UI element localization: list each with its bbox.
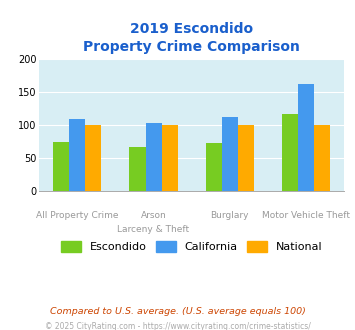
Bar bbox=[69, 119, 85, 191]
Text: All Property Crime: All Property Crime bbox=[36, 211, 119, 220]
Text: Compared to U.S. average. (U.S. average equals 100): Compared to U.S. average. (U.S. average … bbox=[50, 307, 305, 316]
Bar bbox=[85, 125, 101, 191]
Text: Motor Vehicle Theft: Motor Vehicle Theft bbox=[262, 211, 350, 220]
Bar bbox=[146, 123, 162, 191]
Bar bbox=[222, 117, 238, 191]
Bar bbox=[238, 125, 254, 191]
Text: © 2025 CityRating.com - https://www.cityrating.com/crime-statistics/: © 2025 CityRating.com - https://www.city… bbox=[45, 322, 310, 330]
Text: Arson: Arson bbox=[141, 211, 166, 220]
Bar bbox=[162, 125, 178, 191]
Bar bbox=[130, 147, 146, 191]
Bar bbox=[206, 143, 222, 191]
Text: Larceny & Theft: Larceny & Theft bbox=[118, 225, 190, 234]
Bar bbox=[314, 125, 330, 191]
Bar bbox=[282, 114, 298, 191]
Text: Burglary: Burglary bbox=[211, 211, 249, 220]
Legend: Escondido, California, National: Escondido, California, National bbox=[57, 237, 327, 256]
Title: 2019 Escondido
Property Crime Comparison: 2019 Escondido Property Crime Comparison bbox=[83, 22, 300, 54]
Bar bbox=[53, 142, 69, 191]
Bar bbox=[298, 84, 314, 191]
